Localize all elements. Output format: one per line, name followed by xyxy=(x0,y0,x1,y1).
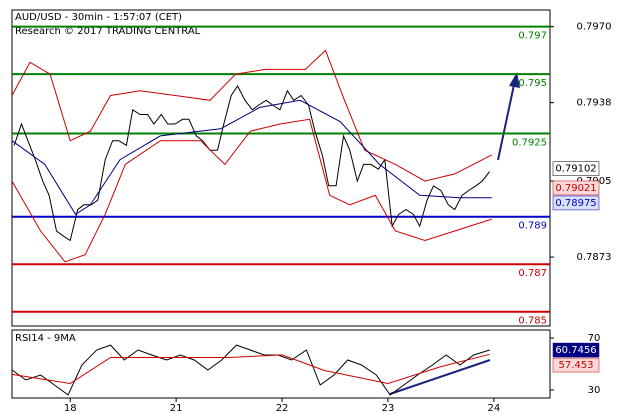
y-tick-label: 0.7970 xyxy=(577,22,612,33)
y-tick-label: 0.7873 xyxy=(577,252,612,263)
rsi-panel xyxy=(11,329,551,399)
chart-title: AUD/USD - 30min - 1:57:07 (CET) xyxy=(15,12,182,23)
x-tick-label: 21 xyxy=(170,403,183,414)
series-line xyxy=(11,49,493,182)
x-tick-label: 22 xyxy=(276,403,289,414)
price-panel xyxy=(11,9,551,327)
last-value-label: 0.79102 xyxy=(555,164,596,175)
arrow-head xyxy=(509,72,520,88)
last-value-label: 0.78975 xyxy=(555,198,596,209)
x-tick-label: 24 xyxy=(488,403,501,414)
level-label: 0.789 xyxy=(518,221,547,232)
x-tick-label: 18 xyxy=(64,403,77,414)
last-value-label: 57.453 xyxy=(559,360,594,371)
rsi-trend-line xyxy=(389,359,491,395)
series-line xyxy=(11,344,490,396)
last-value-box xyxy=(552,161,600,176)
series-line xyxy=(13,85,490,242)
series-line xyxy=(11,118,492,263)
series-line xyxy=(11,99,492,215)
last-value-box xyxy=(552,342,600,358)
y-tick-label: 70 xyxy=(588,333,601,344)
arrow-shaft xyxy=(497,79,516,161)
level-label: 0.795 xyxy=(518,78,547,89)
y-tick-label: 30 xyxy=(588,385,601,396)
x-tick-label: 23 xyxy=(382,403,395,414)
chart-subtitle: Research © 2017 TRADING CENTRAL xyxy=(15,26,201,37)
last-value-label: 60.7456 xyxy=(555,345,596,356)
last-value-box xyxy=(552,195,600,211)
series-line xyxy=(11,353,490,385)
level-label: 0.797 xyxy=(518,31,547,42)
level-label: 0.7925 xyxy=(512,138,547,149)
level-label: 0.787 xyxy=(518,268,547,279)
level-label: 0.785 xyxy=(518,316,547,327)
last-value-box xyxy=(552,180,600,196)
last-value-box xyxy=(552,357,600,373)
rsi-title: RSI14 - 9MA xyxy=(15,333,76,344)
last-value-label: 0.79021 xyxy=(555,183,596,194)
y-tick-label: 0.7938 xyxy=(577,98,612,109)
